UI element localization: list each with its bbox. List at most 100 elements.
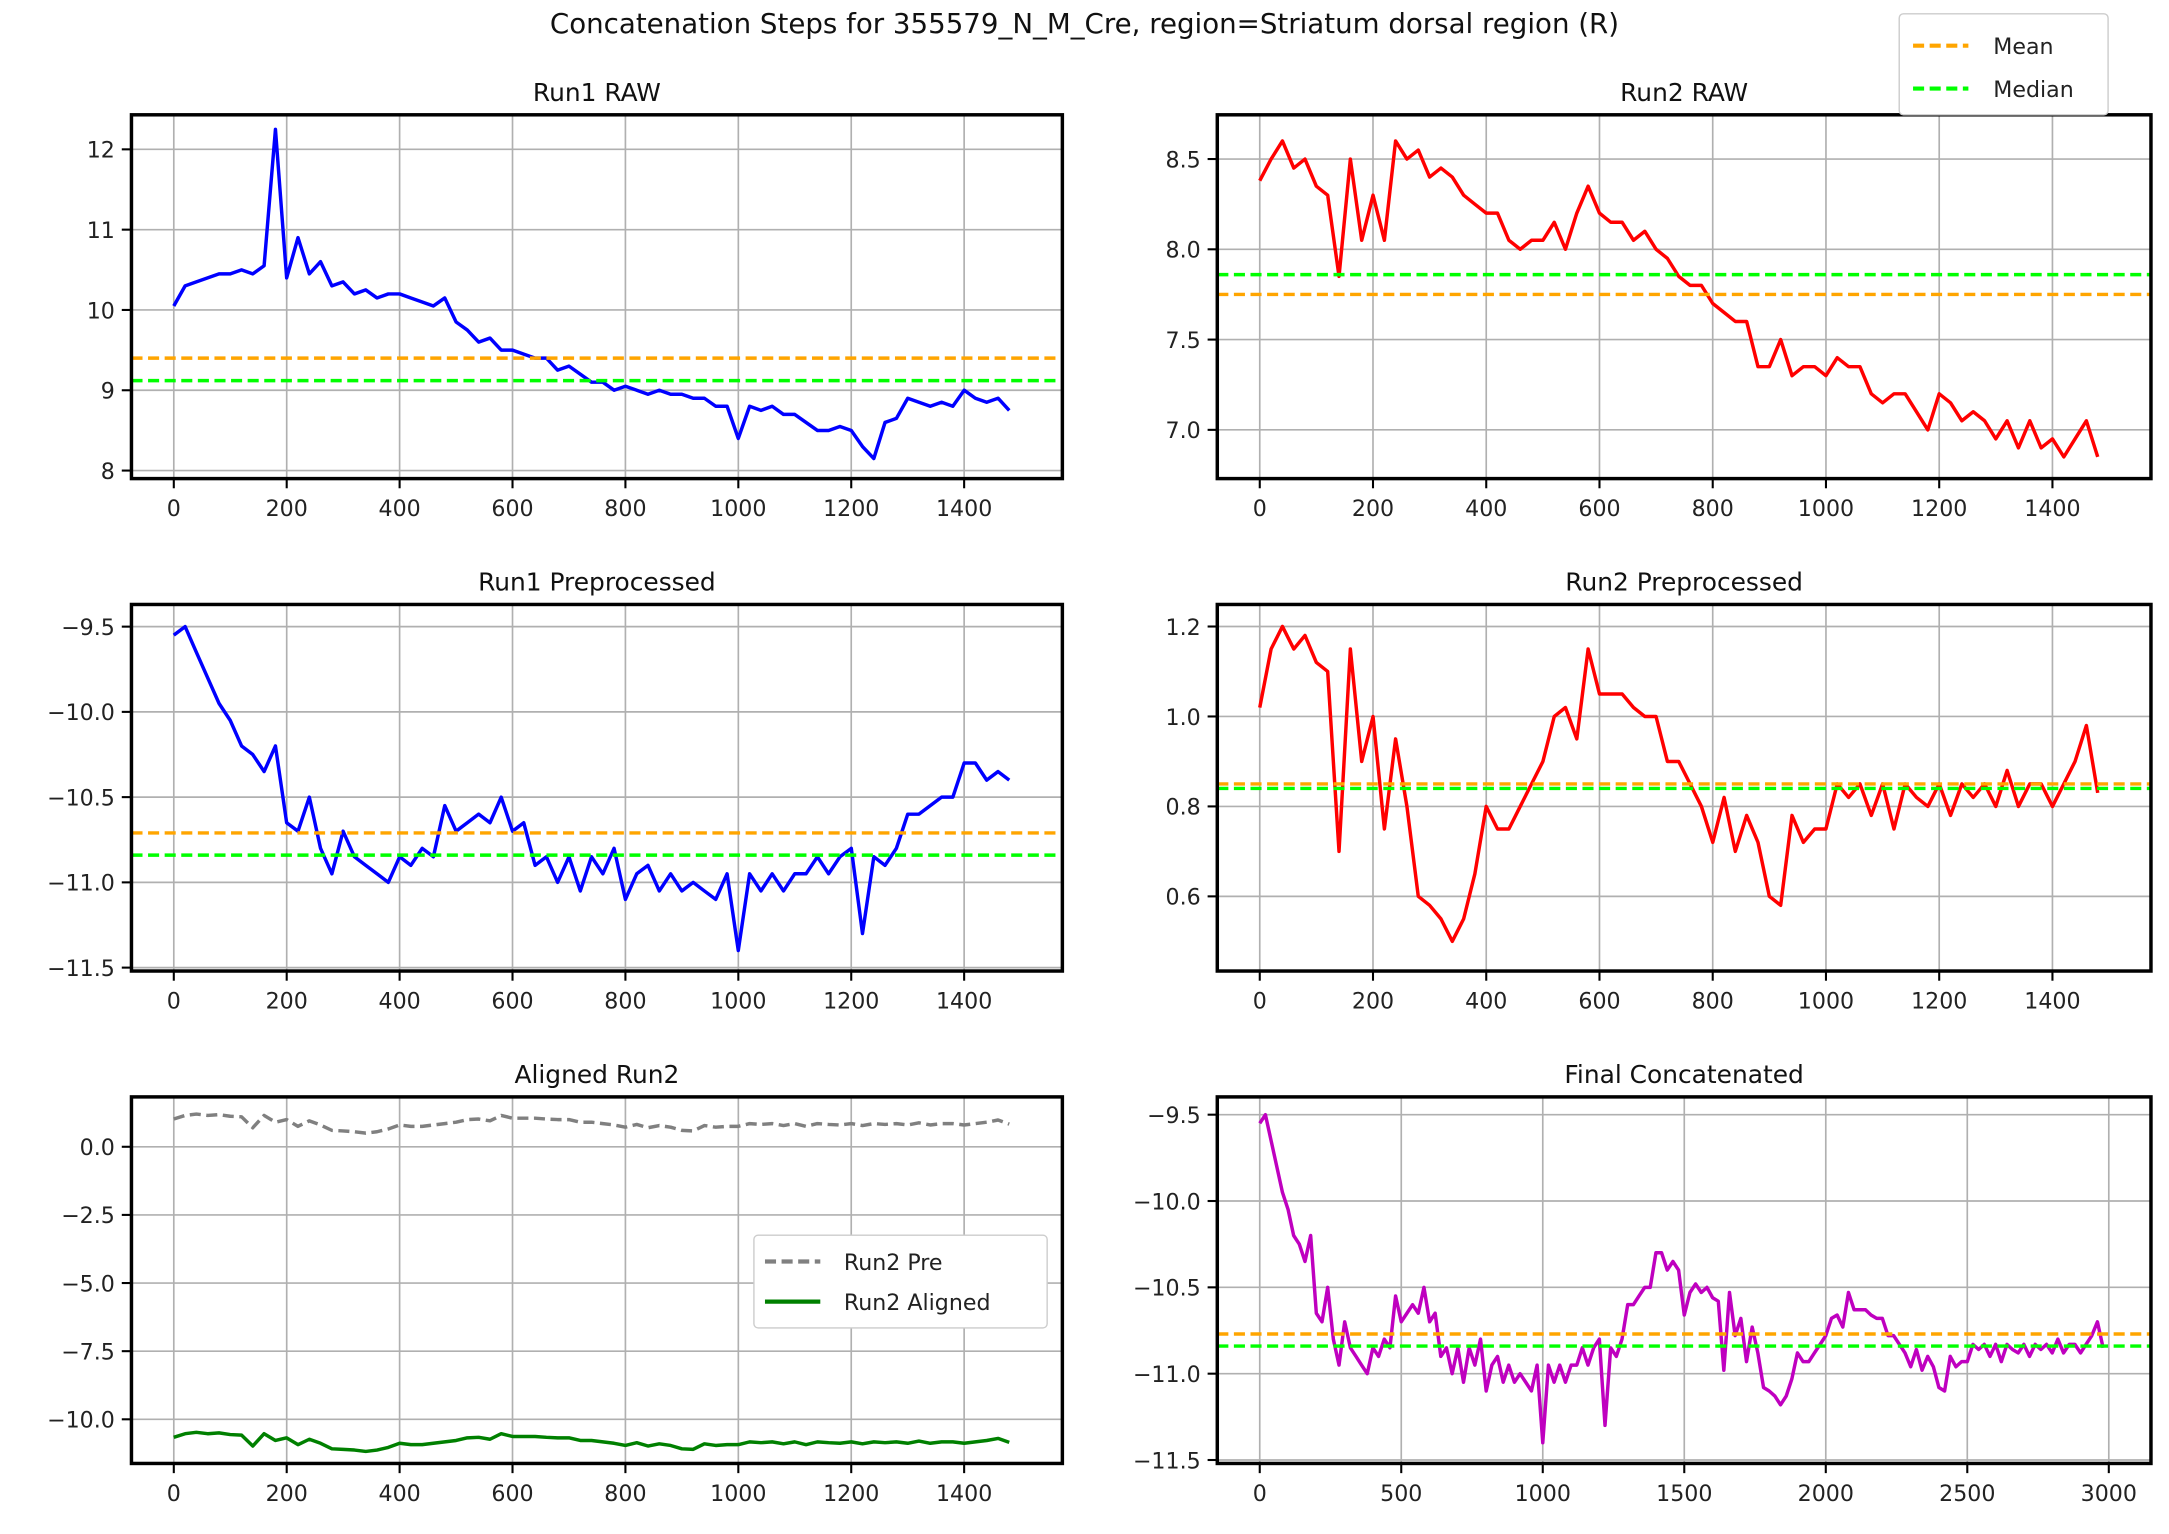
legend-label: Run2 Aligned: [844, 1290, 991, 1316]
x-tick-label: 2500: [1939, 1481, 1995, 1507]
y-tick-label: 0.0: [80, 1135, 115, 1161]
axes-frame: [129, 602, 1065, 973]
x-tick-label: 1200: [1911, 988, 1967, 1014]
series-line: [1258, 1113, 2105, 1445]
x-tick-label: 0: [1253, 1481, 1267, 1507]
x-tick-label: 200: [1352, 496, 1394, 522]
legend-median-label: Median: [1993, 77, 2073, 103]
x-tick-label: 1500: [1656, 1481, 1712, 1507]
series-line: [1258, 624, 2100, 944]
x-tick-label: 400: [378, 988, 420, 1014]
x-tick-label: 600: [491, 988, 533, 1014]
y-tick-label: 12: [87, 138, 115, 164]
x-tick-label: 0: [167, 988, 181, 1014]
y-tick-label: −5.0: [61, 1271, 115, 1297]
x-tick-label: 0: [167, 1481, 181, 1507]
x-tick-label: 1400: [936, 1481, 992, 1507]
x-tick-label: 800: [604, 496, 646, 522]
x-tick-label: 1200: [1911, 496, 1967, 522]
x-tick-label: 800: [1692, 496, 1734, 522]
x-tick-label: 0: [1253, 988, 1267, 1014]
y-tick-label: 7.0: [1166, 418, 1201, 444]
figure-title: Concatenation Steps for 355579_N_M_Cre, …: [550, 7, 1619, 40]
subplot-5: Aligned Run2 0 200 400 600 800 1000 1200 1400 −10…: [47, 1060, 1065, 1507]
y-tick-label: 7.5: [1166, 328, 1201, 354]
axes-frame: [1215, 113, 2153, 481]
subplot-4: Run2 Preprocessed 0 200 400 600 800 1000 1200 14…: [1166, 568, 2153, 1014]
y-tick-label: −9.5: [61, 615, 115, 641]
x-tick-label: 1000: [710, 496, 766, 522]
y-tick-label: 9: [101, 379, 115, 405]
subplot-title: Run1 RAW: [533, 78, 661, 107]
series-line-run2-pre: [173, 1112, 1010, 1135]
subplot-title: Run2 Preprocessed: [1565, 568, 1803, 597]
y-tick-label: 8: [101, 459, 115, 485]
subplot-title: Final Concatenated: [1564, 1060, 1803, 1089]
x-tick-label: 600: [1578, 988, 1620, 1014]
series-line: [172, 127, 1011, 461]
y-tick-label: 0.8: [1166, 795, 1201, 821]
x-tick-label: 800: [604, 1481, 646, 1507]
x-tick-label: 600: [491, 1481, 533, 1507]
subplot-legend: Run2 Pre Run2 Aligned: [753, 1234, 1048, 1329]
y-tick-label: 11: [87, 218, 115, 244]
axes-frame: [129, 113, 1065, 481]
y-tick-label: −11.0: [47, 871, 115, 897]
legend-mean-label: Mean: [1993, 34, 2053, 60]
x-tick-label: 1200: [823, 988, 879, 1014]
y-tick-label: −9.5: [1147, 1103, 1201, 1129]
x-tick-label: 3000: [2081, 1481, 2137, 1507]
subplot-1: Run1 RAW 0 200 400 600 800 1000 1200 1400 8 9 10 11 1…: [87, 78, 1065, 522]
x-tick-label: 800: [1692, 988, 1734, 1014]
y-tick-label: −10.5: [1133, 1276, 1201, 1302]
x-tick-label: 1400: [936, 496, 992, 522]
x-tick-label: 1000: [710, 988, 766, 1014]
x-tick-label: 400: [378, 1481, 420, 1507]
series-line: [1258, 139, 2100, 459]
axes-frame: [1215, 1095, 2153, 1466]
x-tick-label: 1000: [710, 1481, 766, 1507]
x-tick-label: 1200: [823, 1481, 879, 1507]
subplot-3: Run1 Preprocessed 0 200 400 600 800 1000 1200 14…: [47, 568, 1065, 1014]
x-tick-label: 200: [266, 988, 308, 1014]
x-tick-label: 1400: [936, 988, 992, 1014]
y-tick-label: −2.5: [61, 1203, 115, 1229]
y-tick-label: −10.5: [47, 785, 115, 811]
y-tick-label: −10.0: [47, 1408, 115, 1434]
x-tick-label: 1400: [2024, 988, 2080, 1014]
x-tick-label: 1200: [823, 496, 879, 522]
axes-frame: [1215, 602, 2153, 973]
subplot-title: Run1 Preprocessed: [478, 568, 716, 597]
y-tick-label: −11.5: [47, 956, 115, 982]
x-tick-label: 1000: [1515, 1481, 1571, 1507]
y-tick-label: 1.0: [1166, 705, 1201, 731]
y-tick-label: −11.5: [1133, 1448, 1201, 1474]
subplot-title: Run2 RAW: [1620, 78, 1748, 107]
x-tick-label: 600: [1578, 496, 1620, 522]
y-tick-label: 8.0: [1166, 238, 1201, 264]
y-tick-label: 1.2: [1166, 615, 1201, 641]
x-tick-label: 0: [167, 496, 181, 522]
figure-legend: Mean Median: [1898, 13, 2109, 116]
subplot-2: Run2 RAW 0 200 400 600 800 1000 1200 1400 7.0 7.5 8…: [1166, 78, 2153, 522]
axes-frame: [129, 1095, 1065, 1466]
x-tick-label: 200: [266, 1481, 308, 1507]
x-tick-label: 500: [1380, 1481, 1422, 1507]
series-line: [172, 624, 1011, 953]
y-tick-label: −10.0: [47, 700, 115, 726]
x-tick-label: 400: [1465, 496, 1507, 522]
x-tick-label: 200: [266, 496, 308, 522]
x-tick-label: 600: [491, 496, 533, 522]
y-tick-label: 8.5: [1166, 147, 1201, 173]
y-tick-label: −11.0: [1133, 1362, 1201, 1388]
x-tick-label: 200: [1352, 988, 1394, 1014]
x-tick-label: 0: [1253, 496, 1267, 522]
subplot-title: Aligned Run2: [514, 1060, 679, 1089]
x-tick-label: 1400: [2024, 496, 2080, 522]
x-tick-label: 800: [604, 988, 646, 1014]
series-line-run2-aligned: [173, 1430, 1010, 1454]
x-tick-label: 400: [378, 496, 420, 522]
y-tick-label: 0.6: [1166, 885, 1201, 911]
x-tick-label: 400: [1465, 988, 1507, 1014]
